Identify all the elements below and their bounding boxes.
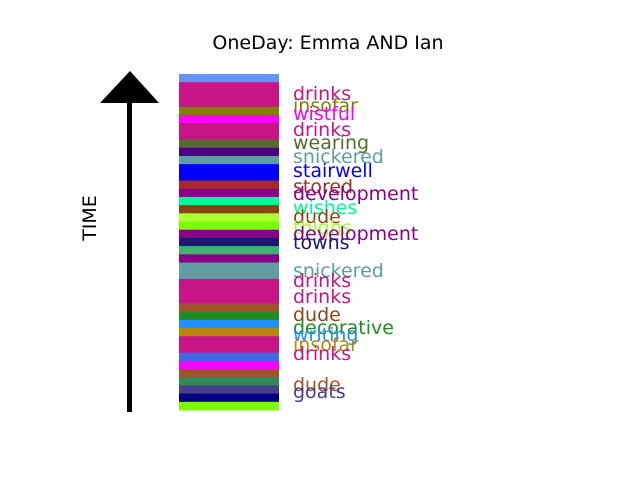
time-arrow-head [100,71,159,103]
stripe-segment [179,172,279,181]
stripe-segment [179,164,279,173]
stripe-segment [179,279,279,288]
stripe-segment [179,353,279,362]
stripe-segment [179,156,279,165]
stripe-segment [179,99,279,108]
stripe-segment [179,107,279,116]
stripe-segment [179,213,279,222]
time-arrow-shaft [127,100,132,412]
stripe-segment [179,402,279,411]
stripe-segment [179,369,279,378]
stripe-segment [179,254,279,263]
stripe-segment [179,336,279,345]
stripe-segment [179,230,279,239]
stripe-segment [179,246,279,255]
stripe-segment [179,222,279,231]
word-label: goats [293,381,346,403]
word-label: drinks [293,343,351,365]
chart-title: OneDay: Emma AND Ian [212,32,443,54]
time-axis: TIME [79,71,159,412]
stripe-segment [179,181,279,190]
stripe-segment [179,238,279,247]
stripe-segment [179,312,279,321]
stripe-segment [179,287,279,296]
stripe-segment [179,205,279,214]
stripe-segment [179,303,279,312]
stripe-segment [179,377,279,386]
stripe-segment [179,295,279,304]
word-label: towns [293,232,350,254]
stripe-segment [179,197,279,206]
stripe-segment [179,131,279,140]
stripe-strip [179,74,279,410]
stripe-segment [179,148,279,157]
stripe-segment [179,344,279,353]
stripe-segment [179,262,279,271]
stripe-segment [179,394,279,403]
stripe-segment [179,271,279,280]
stripe-segment [179,90,279,99]
stripe-segment [179,74,279,83]
stripe-segment [179,385,279,394]
stripe-segment [179,361,279,370]
stripe-segment [179,115,279,124]
stripe-segment [179,320,279,329]
stripe-segment [179,328,279,337]
y-axis-label: TIME [79,195,101,242]
stripe-segment [179,189,279,198]
stripe-segment [179,82,279,91]
stripe-segment [179,123,279,132]
stripe-segment [179,140,279,149]
word-labels: drinksinsofarwistfuldrinkswearingsnicker… [293,83,418,403]
